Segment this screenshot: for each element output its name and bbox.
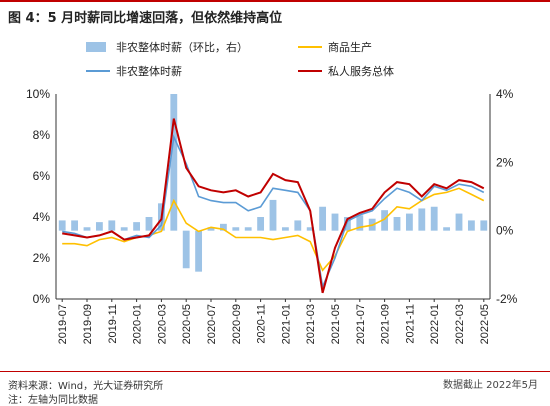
- bar: [207, 227, 215, 231]
- bar: [232, 227, 240, 231]
- axis-note: 注：左轴为同比数据: [8, 395, 98, 406]
- bar: [443, 227, 451, 231]
- bar: [393, 217, 401, 231]
- x-tick-label: 2020-01: [132, 304, 144, 344]
- bar: [405, 213, 413, 231]
- x-tick-label: 2022-05: [479, 304, 491, 344]
- bar: [331, 213, 339, 231]
- y-left-tick-label: 0%: [33, 292, 51, 306]
- x-tick-label: 2020-09: [231, 304, 243, 344]
- legend-nonfarm-mom-swatch: [86, 42, 106, 52]
- title-bar: 图 4：5 月时薪同比增速回落，但依然维持高位: [0, 0, 550, 30]
- bar: [83, 227, 91, 231]
- bar: [430, 206, 438, 231]
- x-tick-label: 2021-07: [355, 304, 367, 344]
- bar: [71, 220, 79, 231]
- bar: [319, 206, 327, 231]
- x-tick-label: 2022-03: [454, 304, 466, 344]
- x-tick-label: 2021-09: [380, 304, 392, 344]
- bar: [219, 223, 227, 231]
- y-left-tick-label: 8%: [33, 128, 51, 142]
- x-tick-label: 2019-09: [82, 304, 94, 344]
- bar: [418, 208, 426, 231]
- bar: [95, 222, 103, 231]
- bar: [306, 227, 314, 231]
- bar: [182, 230, 190, 269]
- legend-goods-production-label: 商品生产: [328, 40, 372, 54]
- bar: [281, 227, 289, 231]
- x-tick-label: 2019-07: [57, 304, 69, 344]
- y-left-tick-label: 10%: [26, 87, 50, 101]
- legend-nonfarm-mom-label: 非农整体时薪（环比，右）: [116, 40, 248, 54]
- nonfarm-wage-line: [62, 134, 485, 290]
- legend-private-services-label: 私人服务总体: [328, 64, 394, 78]
- x-tick-label: 2020-05: [181, 304, 193, 344]
- bar: [467, 220, 475, 231]
- bar: [58, 220, 66, 231]
- bar: [244, 227, 252, 231]
- bar: [120, 227, 128, 231]
- bar: [455, 213, 463, 231]
- figure-title: 图 4：5 月时薪同比增速回落，但依然维持高位: [8, 11, 283, 26]
- bar: [294, 220, 302, 231]
- bar: [195, 230, 203, 272]
- bar: [108, 220, 116, 231]
- y-right-tick-label: 2%: [496, 155, 514, 169]
- y-left-tick-label: 4%: [33, 210, 51, 224]
- bottom-rule: [0, 371, 550, 372]
- y-right-tick-label: 4%: [496, 87, 514, 101]
- x-tick-label: 2020-11: [256, 304, 268, 344]
- y-left-tick-label: 2%: [33, 251, 51, 265]
- y-left-tick-label: 6%: [33, 169, 51, 183]
- x-tick-label: 2022-01: [429, 304, 441, 344]
- x-tick-label: 2021-11: [404, 304, 416, 344]
- x-tick-label: 2021-03: [305, 304, 317, 344]
- x-tick-label: 2020-03: [156, 304, 168, 344]
- bar: [145, 217, 153, 231]
- bar: [170, 94, 178, 231]
- legend-nonfarm-wage-label: 非农整体时薪: [116, 64, 182, 78]
- bar: [257, 217, 265, 231]
- x-tick-label: 2021-01: [280, 304, 292, 344]
- bar: [356, 215, 364, 231]
- data-cutoff-note: 数据截止 2022年5月: [443, 380, 538, 391]
- bar: [480, 220, 488, 231]
- source-note: 资料来源：Wind，光大证券研究所: [8, 381, 164, 392]
- x-tick-label: 2019-11: [107, 304, 119, 344]
- bar: [133, 222, 141, 231]
- private-services-line: [62, 118, 485, 294]
- bar: [269, 199, 277, 231]
- y-right-tick-label: 0%: [496, 224, 514, 238]
- x-tick-label: 2021-05: [330, 304, 342, 344]
- x-tick-label: 2020-07: [206, 304, 218, 344]
- y-right-tick-label: -2%: [496, 292, 518, 306]
- bar: [343, 217, 351, 231]
- bar: [381, 210, 389, 231]
